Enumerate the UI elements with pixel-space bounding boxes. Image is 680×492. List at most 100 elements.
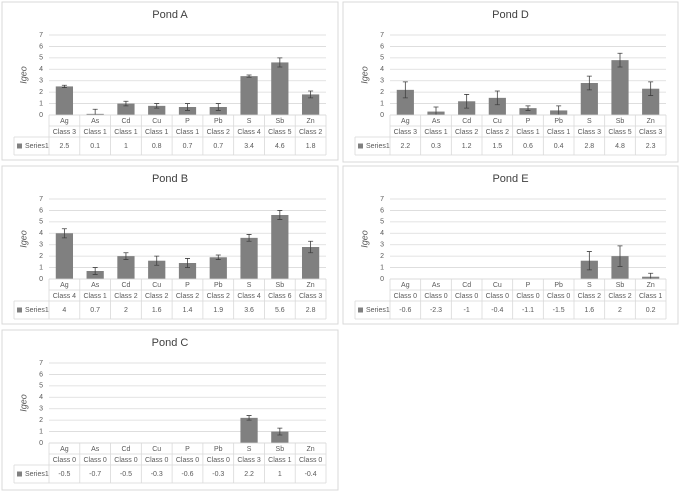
table-value: 0.3: [431, 143, 441, 150]
x-class-label: Class 1: [268, 457, 291, 464]
table-value: 0.2: [646, 307, 656, 314]
x-class-label: Class 1: [424, 129, 447, 136]
table-value: 0.8: [152, 143, 162, 150]
x-class-label: Class 1: [83, 129, 106, 136]
x-class-label: Class 5: [608, 129, 631, 136]
x-class-label: Class 0: [455, 293, 478, 300]
bar: [271, 431, 289, 443]
x-tick-label: S: [247, 118, 252, 125]
y-tick-label: 3: [380, 78, 384, 85]
table-value: 0.7: [213, 143, 223, 150]
table-value: 2.5: [60, 143, 70, 150]
table-value: 2.8: [306, 307, 316, 314]
y-axis-label: Igeo: [18, 66, 28, 84]
error-bar: [215, 103, 221, 111]
error-bar: [185, 258, 190, 268]
error-bar: [246, 234, 252, 242]
x-class-label: Class 2: [114, 293, 137, 300]
x-class-label: Class 0: [145, 457, 168, 464]
y-tick-label: 4: [39, 394, 43, 401]
y-axis-label: Igeo: [359, 230, 369, 248]
error-bar: [308, 90, 314, 99]
y-tick-label: 4: [380, 230, 384, 237]
bar: [55, 233, 74, 279]
y-tick-label: 3: [39, 242, 43, 249]
y-axis-label: Igeo: [18, 230, 28, 248]
x-tick-label: Cu: [152, 446, 161, 453]
x-class-label: Class 0: [424, 293, 447, 300]
plot: [55, 210, 320, 279]
x-tick-label: Cd: [121, 446, 130, 453]
error-bar: [525, 105, 531, 111]
error-bar: [123, 100, 129, 107]
y-tick-label: 5: [380, 219, 384, 226]
y-tick-label: 5: [39, 55, 43, 62]
x-tick-label: Pb: [214, 446, 223, 453]
plot: [55, 57, 320, 115]
x-tick-label: Pb: [554, 282, 563, 289]
legend-label: Series1: [366, 307, 390, 314]
x-tick-label: P: [526, 282, 531, 289]
table-value: -0.7: [89, 471, 101, 478]
x-class-label: Class 0: [516, 293, 539, 300]
table-value: 1.8: [306, 143, 316, 150]
x-tick-label: As: [91, 118, 100, 125]
bar: [240, 76, 258, 115]
table-value: -1: [464, 307, 470, 314]
x-tick-label: Sb: [616, 282, 625, 289]
error-bar: [617, 52, 623, 68]
legend-swatch: [358, 143, 363, 149]
table-value: -0.4: [305, 471, 317, 478]
x-class-label: Class 1: [83, 293, 106, 300]
x-tick-label: Sb: [276, 282, 285, 289]
bar: [117, 103, 135, 115]
panel: Pond A Igeo 0 1 2 3 4 5 6 7 2.5 0.1 1 0.8 0.7 0.7 3.4 4.6…: [1, 1, 339, 161]
x-class-label: Class 5: [268, 129, 291, 136]
table-value: 4.6: [275, 143, 285, 150]
x-tick-label: Zn: [307, 118, 315, 125]
x-tick-label: Ag: [60, 118, 69, 125]
bar: [209, 257, 227, 279]
x-tick-label: Zn: [647, 282, 655, 289]
x-tick-label: Zn: [307, 282, 315, 289]
x-tick-label: Sb: [276, 118, 285, 125]
x-class-label: Class 0: [299, 457, 322, 464]
table-value: -0.3: [212, 471, 224, 478]
y-tick-label: 6: [380, 43, 384, 50]
table-value: 4: [62, 307, 66, 314]
x-class-label: Class 3: [578, 129, 601, 136]
x-tick-label: As: [432, 282, 441, 289]
x-class-label: Class 1: [516, 129, 539, 136]
x-class-label: Class 0: [83, 457, 106, 464]
error-bar: [464, 94, 470, 109]
y-tick-label: 1: [39, 100, 43, 107]
table-value: -2.3: [430, 307, 442, 314]
x-class-label: Class 0: [176, 457, 199, 464]
bar: [271, 62, 289, 115]
error-bar: [617, 245, 623, 267]
error-bar: [277, 427, 283, 436]
legend-label: Series1: [366, 143, 390, 150]
error-bar: [246, 415, 252, 421]
table-value: 3.6: [244, 307, 254, 314]
table-value: 2.2: [400, 143, 410, 150]
x-tick-label: Pb: [214, 118, 223, 125]
x-tick-label: Cu: [493, 282, 502, 289]
bar: [271, 215, 289, 279]
y-tick-label: 2: [39, 89, 43, 96]
chart-title: Pond E: [492, 173, 528, 185]
table-value: -0.6: [181, 471, 193, 478]
x-tick-label: As: [91, 282, 100, 289]
x-class-label: Class 2: [608, 293, 631, 300]
x-tick-label: S: [587, 118, 592, 125]
bar: [488, 97, 506, 115]
table-value: 0.4: [554, 143, 564, 150]
x-class-label: Class 0: [53, 457, 76, 464]
x-class-label: Class 3: [237, 457, 260, 464]
legend-label: Series1: [25, 307, 49, 314]
chart-title: Pond A: [152, 9, 188, 21]
error-bar: [308, 240, 314, 254]
x-class-label: Class 3: [53, 129, 76, 136]
x-tick-label: Ag: [401, 282, 410, 289]
